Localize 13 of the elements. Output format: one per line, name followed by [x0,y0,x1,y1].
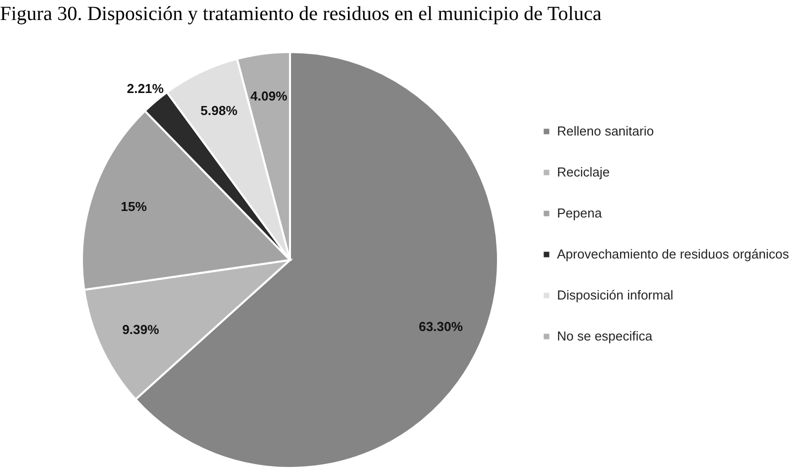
data-label: 63.30% [418,319,464,334]
data-label: 2.21% [126,81,164,96]
data-label: 5.98% [200,103,238,118]
legend-label: No se especifica [557,328,654,344]
data-label: 9.39% [122,322,160,338]
data-label: 4.09% [250,88,288,104]
data-label: 15% [120,198,148,214]
legend-label: Reciclaje [557,164,610,180]
legend-label: Disposición informal [557,288,674,302]
chart-title: Figura 30. Disposición y tratamiento de residuos en el municipio de Toluca [0,3,602,25]
legend-label: Aprovechamiento de residuos orgánicos [557,246,790,262]
legend-label: Relleno sanitario [557,124,654,138]
legend-label: Pepena [557,206,603,220]
